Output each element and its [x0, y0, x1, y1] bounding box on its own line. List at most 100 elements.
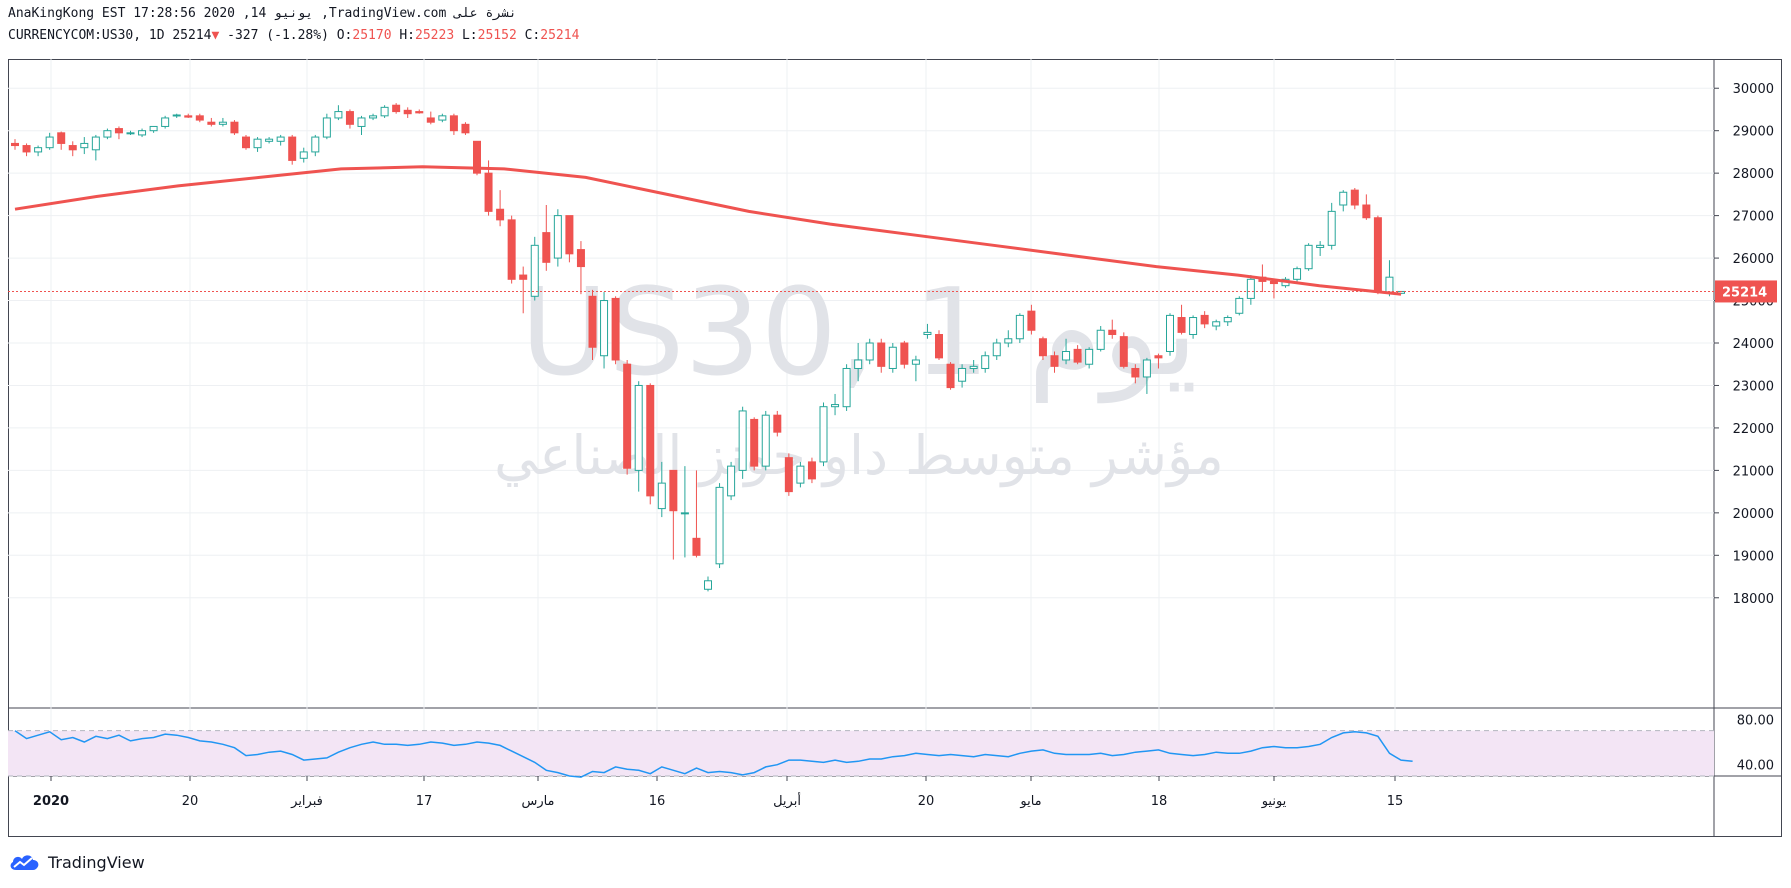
- candle-down: [1362, 204, 1371, 219]
- candle-up: [923, 331, 932, 336]
- candle-up: [530, 244, 539, 297]
- candle-up: [218, 121, 227, 125]
- time-axis[interactable]: 2020 20 فبراير 17 مارس 16 أبريل 20 مايو 18 يونيو 15: [33, 776, 1403, 809]
- time-tick-label: 20: [182, 794, 199, 809]
- chart-header-title: AnaKingKong EST 17:28:56 2020 ,14 يونيو …: [8, 6, 517, 21]
- candle-up: [553, 215, 562, 259]
- candle-up: [1096, 329, 1105, 350]
- high-value: 25223: [415, 28, 455, 43]
- down-triangle-icon: ▼: [211, 28, 220, 43]
- candle-up: [138, 130, 147, 136]
- candle-down: [1200, 314, 1209, 325]
- price-tick-label: 24000: [1733, 337, 1774, 352]
- candle-down: [57, 132, 66, 144]
- candle-up: [1223, 317, 1232, 323]
- price-axis[interactable]: 1800019000200002100022000230002400025000…: [1714, 82, 1774, 607]
- watermark-description: مؤشر متوسط داو جونز الصناعي: [494, 424, 1224, 487]
- candle-up: [992, 342, 1001, 357]
- candle-up: [334, 111, 343, 119]
- candle-up: [657, 482, 666, 510]
- candle-up: [299, 151, 308, 159]
- rsi-tick-label: 80.00: [1737, 713, 1774, 728]
- candle-up: [1339, 191, 1348, 206]
- candle-down: [611, 297, 620, 361]
- time-tick-label: 18: [1151, 794, 1168, 809]
- low-label: L:: [461, 28, 478, 43]
- candle-down: [507, 219, 516, 280]
- price-tick-label: 21000: [1733, 464, 1774, 479]
- candle-down: [519, 274, 528, 280]
- tradingview-logo[interactable]: TradingView: [8, 852, 145, 872]
- time-tick-label: 2020: [33, 794, 69, 809]
- time-tick-label: يونيو: [1261, 794, 1287, 809]
- candle-up: [981, 355, 990, 369]
- candle-down: [392, 104, 401, 113]
- candle-up: [357, 117, 366, 127]
- last-price-text: 25214: [1722, 285, 1767, 300]
- candle-down: [426, 117, 435, 123]
- candle-down: [646, 384, 655, 497]
- candle-up: [91, 136, 100, 151]
- tradingview-logo-text: TradingView: [48, 852, 145, 872]
- candle-up: [1385, 276, 1394, 293]
- candle-up: [911, 359, 920, 365]
- time-tick-label: 17: [416, 794, 433, 809]
- chart-area[interactable]: US30, 1 يوم مؤشر متوسط داو جونز الصناعي …: [8, 59, 1782, 837]
- candle-down: [461, 123, 470, 134]
- candle-down: [11, 142, 19, 147]
- candle-up: [680, 512, 689, 515]
- candle-down: [207, 121, 216, 125]
- rsi-tick-label: 40.00: [1737, 759, 1774, 774]
- candle-up: [1212, 321, 1221, 327]
- candle-up: [1316, 244, 1325, 248]
- candle-up: [311, 136, 320, 153]
- rsi-band: [8, 730, 1714, 776]
- candle-down: [565, 215, 574, 255]
- candle-down: [473, 140, 481, 174]
- moving-average-line: [14, 165, 1402, 296]
- close-label: C:: [524, 28, 541, 43]
- candle-up: [276, 136, 285, 142]
- candle-down: [1177, 317, 1186, 333]
- candle-up: [1004, 338, 1013, 344]
- candle-down: [230, 121, 239, 134]
- candle-down: [946, 363, 955, 389]
- candle-up: [369, 115, 378, 119]
- candle-down: [1269, 280, 1278, 285]
- close-value: 25214: [540, 28, 580, 43]
- watermark-symbol: US30, 1 يوم: [520, 264, 1197, 403]
- candle-down: [669, 469, 678, 512]
- time-tick-label: 20: [918, 794, 935, 809]
- candle-up: [888, 346, 897, 369]
- candle-down: [900, 342, 909, 365]
- candle-up: [819, 406, 828, 463]
- candle-down: [1119, 336, 1128, 367]
- candle-down: [588, 295, 597, 348]
- candle-up: [172, 114, 181, 117]
- candle-down: [345, 111, 354, 125]
- candle-down: [288, 136, 297, 161]
- low-value: 25152: [477, 28, 517, 43]
- candle-up: [45, 136, 54, 149]
- time-tick-label: مارس: [521, 794, 554, 809]
- candle-up: [265, 138, 274, 142]
- candle-up: [1246, 278, 1255, 299]
- candle-down: [692, 537, 701, 556]
- candle-down: [1154, 355, 1163, 359]
- candle-up: [438, 115, 447, 121]
- price-tick-label: 19000: [1733, 549, 1774, 564]
- candle-down: [184, 115, 193, 118]
- time-tick-label: أبريل: [773, 792, 801, 809]
- candle-up: [253, 138, 262, 149]
- last-price-tag: 25214: [1715, 280, 1777, 303]
- candle-up: [796, 465, 805, 484]
- rsi-axis[interactable]: 40.00 80.00: [1737, 713, 1774, 773]
- price-tick-label: 28000: [1733, 167, 1774, 182]
- candle-up: [1189, 317, 1198, 336]
- candle-up: [1062, 350, 1071, 361]
- candle-up: [34, 147, 43, 153]
- price-tick-label: 26000: [1733, 252, 1774, 267]
- candle-up: [161, 117, 170, 127]
- candle-up: [704, 580, 712, 590]
- candle-down: [415, 111, 424, 114]
